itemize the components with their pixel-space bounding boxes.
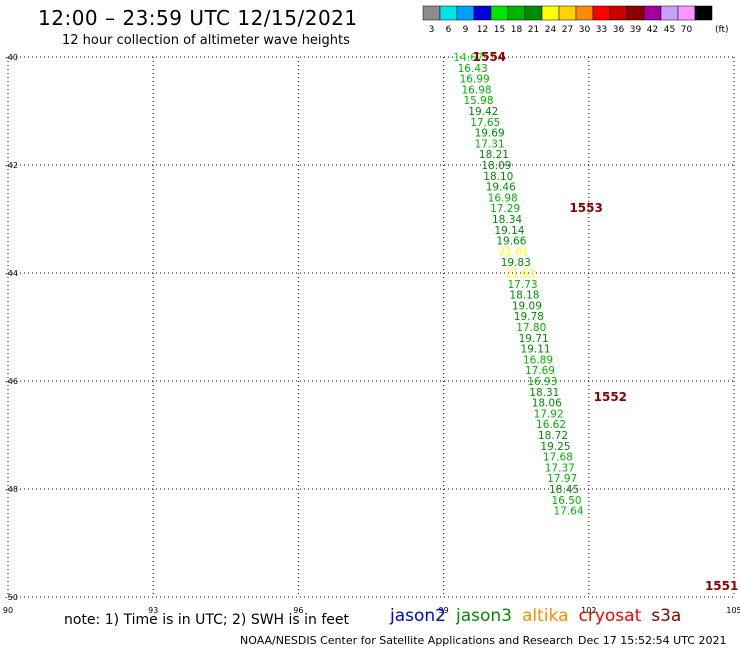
colorbar-tick-label: 9 bbox=[463, 25, 469, 35]
longitude-tick-label: 105 bbox=[726, 606, 740, 615]
legend-entry-s3a: s3a bbox=[651, 606, 682, 626]
colorbar-tick-label: 36 bbox=[613, 25, 625, 35]
wave-height-value: 21.63 bbox=[505, 268, 535, 280]
wave-height-value: 17.31 bbox=[475, 138, 505, 150]
wave-height-value: 18.72 bbox=[538, 430, 568, 442]
colorbar-tick-label: 24 bbox=[545, 25, 557, 35]
wave-height-value: 16.43 bbox=[458, 63, 488, 75]
latitude-tick-label: -46 bbox=[5, 377, 18, 386]
wave-height-value: 16.98 bbox=[488, 192, 518, 204]
wave-height-value: 17.64 bbox=[553, 506, 583, 518]
latitude-tick-label: -50 bbox=[5, 593, 18, 602]
wave-height-value: 16.50 bbox=[552, 495, 582, 507]
wave-height-value: 19.83 bbox=[501, 257, 531, 269]
wave-height-value: 17.73 bbox=[507, 279, 537, 291]
colorbar-tick-label: 18 bbox=[511, 25, 523, 35]
wave-height-value: 16.89 bbox=[523, 354, 553, 366]
wave-height-value: 17.68 bbox=[543, 452, 573, 464]
wave-height-value: 18.21 bbox=[479, 149, 509, 161]
wave-height-value: 16.62 bbox=[536, 419, 566, 431]
colorbar-tick-label: 42 bbox=[647, 25, 658, 35]
legend-entry-jason2: jason2 bbox=[390, 606, 446, 626]
wave-height-value: 18.45 bbox=[549, 484, 579, 496]
wave-height-value: 18.18 bbox=[509, 290, 539, 302]
wave-height-value: 18.10 bbox=[483, 171, 513, 183]
wave-height-value: 18.06 bbox=[532, 398, 562, 410]
wave-height-value: 15.98 bbox=[463, 95, 493, 107]
wave-height-value: 17.92 bbox=[534, 408, 564, 420]
wave-height-value: 14.67 bbox=[453, 52, 483, 64]
longitude-tick-label: 102 bbox=[581, 606, 596, 615]
colorbar-tick-label: 3 bbox=[429, 25, 435, 35]
source-credit: NOAA/NESDIS Center for Satellite Applica… bbox=[240, 634, 574, 647]
wave-height-value: 19.11 bbox=[521, 344, 551, 356]
wave-height-value: 17.29 bbox=[490, 203, 520, 215]
wave-height-value: 19.66 bbox=[496, 236, 526, 248]
map-title: 12:00 – 23:59 UTC 12/15/2021 bbox=[38, 6, 358, 30]
wave-height-value: 19.42 bbox=[468, 106, 498, 118]
longitude-tick-label: 93 bbox=[148, 606, 158, 615]
colorbar-tick-label: 33 bbox=[596, 25, 607, 35]
colorbar-tick-label: 21 bbox=[528, 25, 539, 35]
legend-entry-cryosat: cryosat bbox=[578, 606, 642, 626]
graticule bbox=[7, 56, 735, 598]
wave-height-value: 18.09 bbox=[481, 160, 511, 172]
longitude-tick-label: 90 bbox=[3, 606, 13, 615]
wave-height-value: 18.34 bbox=[492, 214, 522, 226]
colorbar-tick-label: 30 bbox=[579, 25, 591, 35]
wave-height-value: 16.98 bbox=[462, 84, 492, 96]
colorbar-unit: (ft) bbox=[715, 25, 729, 35]
wave-height-value: 17.37 bbox=[545, 462, 575, 474]
wave-height-value: 19.25 bbox=[540, 441, 570, 453]
pass-time-label: 1551 bbox=[705, 579, 738, 593]
colorbar-tick-label: 39 bbox=[630, 25, 642, 35]
colorbar-tick-label: 6 bbox=[446, 25, 452, 35]
map-subtitle: 12 hour collection of altimeter wave hei… bbox=[62, 33, 350, 48]
wave-height-value: 19.46 bbox=[486, 182, 516, 194]
longitude-tick-label: 96 bbox=[293, 606, 303, 615]
wave-height-value: 17.69 bbox=[525, 365, 555, 377]
color-scale-bar: 3 6 9 12 15 18 21 24 27 30 33 36 39 42 45 70 (ft) bbox=[422, 5, 729, 35]
colorbar-tick-label: 70 bbox=[681, 25, 693, 35]
colorbar-tick-label: 45 bbox=[664, 25, 675, 35]
wave-height-value: 18.31 bbox=[529, 387, 559, 399]
wave-height-value: 17.80 bbox=[516, 322, 546, 334]
wave-height-value: 19.71 bbox=[519, 333, 549, 345]
wave-height-track: 14.6716.4316.9916.9815.9819.4217.6519.69… bbox=[453, 52, 584, 518]
pass-time-label: 1552 bbox=[594, 390, 627, 404]
generated-timestamp: Dec 17 15:52:54 UTC 2021 bbox=[578, 634, 727, 647]
satellite-legend: jason2 jason3 altika cryosat s3a bbox=[390, 606, 691, 626]
legend-entry-altika: altika bbox=[522, 606, 569, 626]
pass-time-label: 1554 bbox=[473, 50, 506, 64]
colorbar-tick-label: 15 bbox=[494, 25, 505, 35]
latitude-tick-label: -48 bbox=[5, 485, 18, 494]
wave-height-value: 21.01 bbox=[499, 246, 529, 258]
wave-height-value: 16.99 bbox=[460, 74, 490, 86]
legend-entry-jason3: jason3 bbox=[456, 606, 512, 626]
footnote: note: 1) Time is in UTC; 2) SWH is in fe… bbox=[64, 612, 350, 628]
wave-height-value: 19.69 bbox=[475, 128, 505, 140]
latitude-tick-label: -40 bbox=[5, 53, 18, 62]
latitude-tick-label: -44 bbox=[5, 269, 18, 278]
wave-height-value: 19.14 bbox=[494, 225, 524, 237]
longitude-tick-label: 99 bbox=[439, 606, 449, 615]
pass-time-label: 1553 bbox=[569, 201, 602, 215]
wave-height-value: 17.65 bbox=[470, 117, 500, 129]
wave-height-value: 19.78 bbox=[514, 311, 544, 323]
colorbar-swatch bbox=[694, 5, 713, 21]
wave-height-value: 19.09 bbox=[512, 300, 542, 312]
wave-height-value: 17.97 bbox=[547, 473, 577, 485]
latitude-tick-label: -42 bbox=[5, 161, 18, 170]
wave-height-value: 16.93 bbox=[527, 376, 557, 388]
colorbar-tick-label: 12 bbox=[477, 25, 488, 35]
colorbar-tick-label: 27 bbox=[562, 25, 573, 35]
